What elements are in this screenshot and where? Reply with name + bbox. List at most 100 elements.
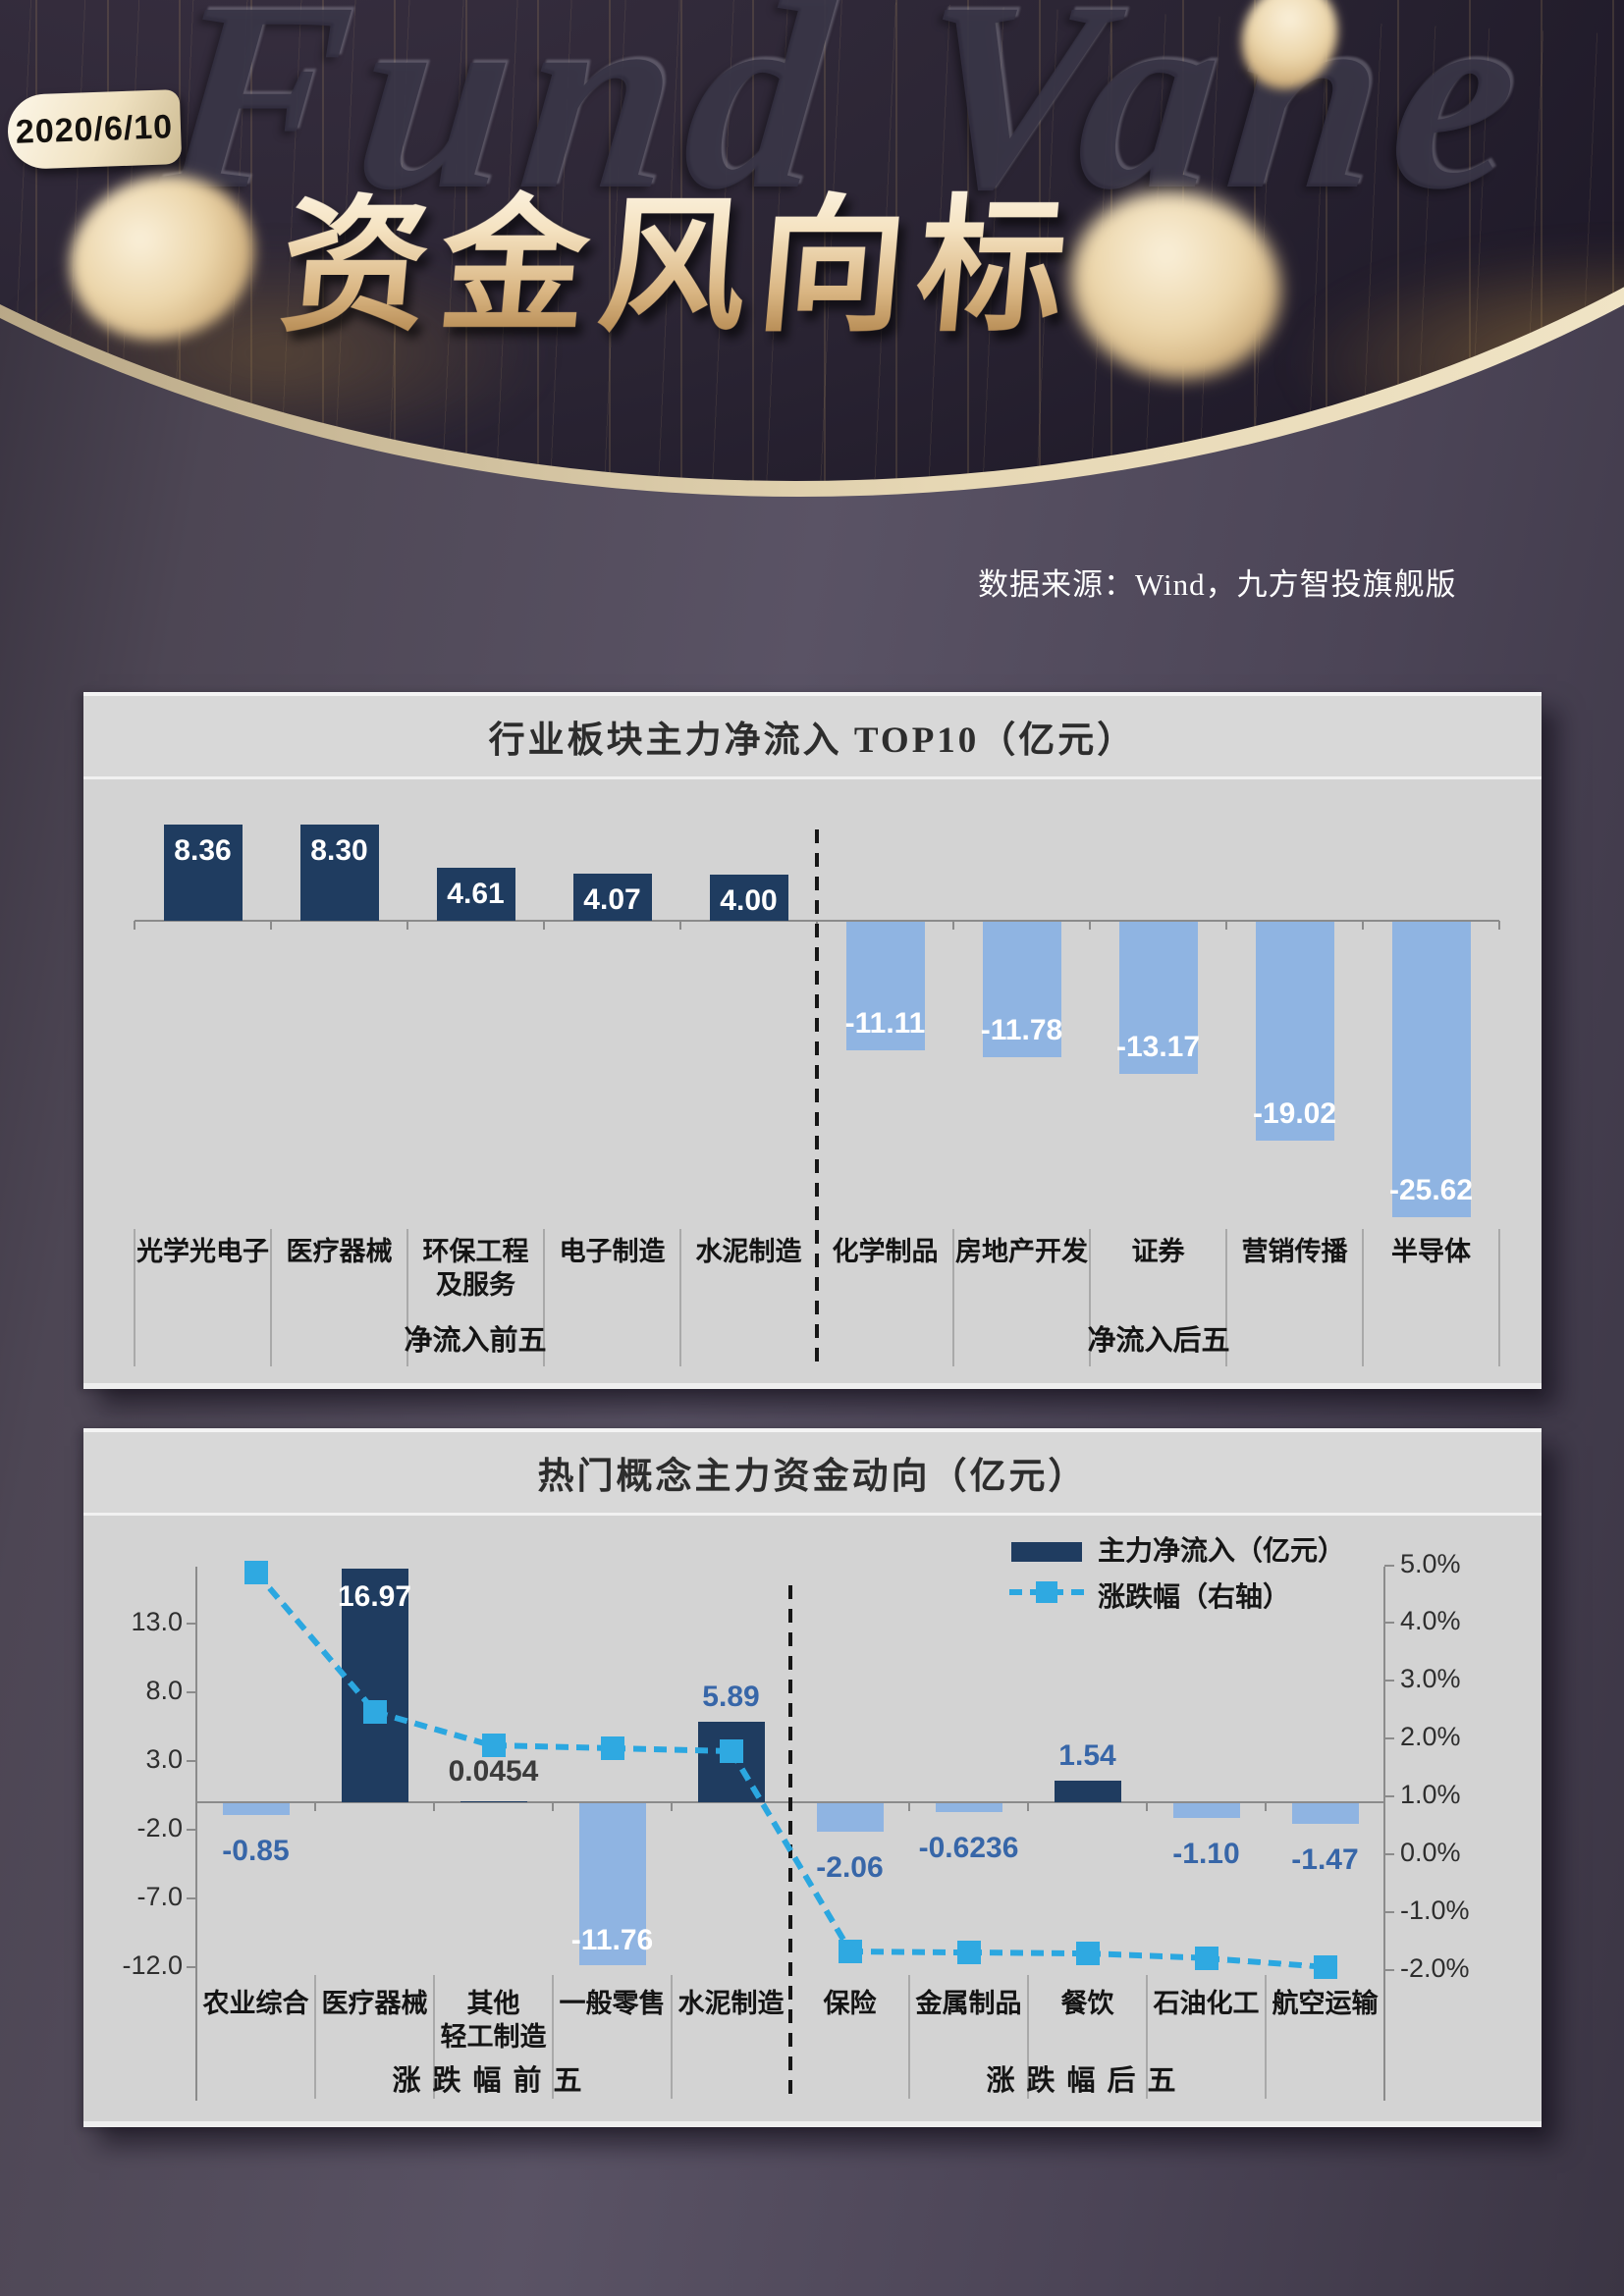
legend-bar-swatch (1011, 1542, 1082, 1562)
chart1-axis-tick (543, 921, 545, 930)
chart1-category-separator (543, 1229, 545, 1366)
chart2-right-axis-tickmark (1384, 1737, 1394, 1740)
chart2-line-marker-icon (481, 1734, 506, 1758)
chart2-right-axis-tickmark (1384, 1622, 1394, 1625)
chart1-axis-tick (134, 921, 135, 930)
chart2-left-axis-label: -12.0 (122, 1950, 183, 1980)
chart2-bar-value-label: 5.89 (702, 1680, 760, 1713)
chart1-group-label-left: 净流入前五 (404, 1325, 547, 1357)
chart1-category-label: 光学光电子 (136, 1237, 269, 1266)
chart1-bar-value-label: -13.17 (1115, 1030, 1201, 1063)
header-banner: Fund Vane 资金风向标 2020/6/10 (0, 0, 1624, 530)
chart1-bar-value-label: 8.36 (174, 833, 232, 867)
chart1-bar-value-label: 8.30 (310, 834, 368, 868)
chart1-bar-value-label: -25.62 (1388, 1174, 1474, 1207)
hot-concept-card: 热门概念主力资金动向（亿元） (83, 1428, 1542, 2127)
chart2-bar-value-label: 16.97 (337, 1580, 412, 1614)
chart2-bar-其他轻工制造 (460, 1801, 527, 1802)
chart1-category-label: 医疗器械 (286, 1237, 393, 1266)
chart2-category-label: 餐饮 (1060, 1989, 1114, 2018)
chart2-left-axis-label: 8.0 (145, 1676, 183, 1705)
chart2-left-axis-tickmark (187, 1623, 196, 1625)
chart2-bar-航空运输 (1291, 1803, 1359, 1824)
chart1-axis-tick (679, 921, 681, 930)
chart2-right-axis-label: 0.0% (1400, 1838, 1461, 1867)
chart2-category-label: 金属制品 (915, 1989, 1022, 2018)
chart2-category-separator (1146, 1975, 1148, 2099)
chart2-axis-tick (1027, 1802, 1029, 1811)
chart2-category-separator (314, 1975, 316, 2099)
chart2-category-label: 石油化工 (1153, 1989, 1260, 2018)
chart1-bar-value-label: 4.00 (720, 884, 778, 917)
chart2-left-axis-tickmark (187, 1897, 196, 1899)
chart2-bar-value-label: 1.54 (1058, 1739, 1116, 1773)
chart2-line-marker-icon (1313, 1954, 1337, 1979)
chart2-right-axis-label: 5.0% (1400, 1548, 1461, 1578)
chart2-right-axis (1383, 1567, 1385, 2101)
chart1-category-separator (1225, 1229, 1227, 1366)
chart1-category-label: 营销传播 (1241, 1237, 1348, 1266)
chart2-axis-tick (552, 1802, 554, 1811)
chart2-right-axis-label: 1.0% (1400, 1780, 1461, 1810)
chart1-category-separator (679, 1229, 681, 1366)
chart2-left-axis-tickmark (187, 1691, 196, 1693)
chart2-bar-value-label: -0.6236 (918, 1831, 1019, 1864)
chart2-left-axis-label: -2.0 (136, 1813, 183, 1842)
chart2-right-axis-label: 4.0% (1400, 1606, 1461, 1636)
chart1-bar-营销传播 (1255, 922, 1334, 1142)
page-title: 资金风向标 (274, 147, 1088, 360)
chart1-bar-value-label: 4.61 (447, 877, 505, 910)
legend-line-marker-icon (1036, 1581, 1057, 1603)
chart2-category-label: 其他 轻工制造 (440, 1989, 547, 2052)
chart1-category-label: 房地产开发 (955, 1237, 1088, 1266)
chart1-bar-value-label: -11.11 (844, 1006, 926, 1040)
chart2-category-label: 航空运输 (1272, 1989, 1379, 2018)
chart2-category-label: 保险 (823, 1989, 877, 2018)
chart1-category-separator (1362, 1229, 1364, 1366)
chart1-category-separator (134, 1229, 135, 1366)
chart1-bar-电子制造 (572, 874, 652, 921)
chart1-category-separator (1498, 1229, 1500, 1366)
data-source-note: 数据来源：Wind，九方智投旗舰版 (978, 567, 1457, 602)
chart2-axis-tick (314, 1802, 316, 1811)
chart2-bar-金属制品 (935, 1803, 1002, 1812)
chart2-left-axis-tickmark (187, 1760, 196, 1762)
chart1-group-label-right: 净流入后五 (1087, 1325, 1230, 1357)
chart2-axis-tick (1265, 1802, 1267, 1811)
chart2-bar-餐饮 (1054, 1781, 1121, 1802)
chart1-axis-tick (1362, 921, 1364, 930)
chart2-right-axis-label: -2.0% (1400, 1952, 1470, 1983)
chart2-group-label-left: 涨跌幅前五 (392, 2065, 594, 2097)
chart2-bar-value-label: -11.76 (570, 1923, 654, 1956)
chart2-bar-value-label: -2.06 (816, 1850, 884, 1884)
chart2-category-label: 一般零售 (559, 1989, 666, 2018)
chart1-category-label: 电子制造 (559, 1237, 666, 1266)
chart1-bar-value-label: -11.78 (980, 1014, 1063, 1047)
chart2-line-marker-icon (244, 1560, 268, 1584)
chart2-category-label: 医疗器械 (321, 1989, 428, 2018)
chart1-category-label: 水泥制造 (695, 1237, 802, 1266)
chart1-bar-半导体 (1391, 922, 1471, 1218)
chart2-right-axis-tickmark (1384, 1564, 1394, 1567)
chart1-bar-化学制品 (845, 922, 925, 1050)
chart2-bar-value-label: -0.85 (222, 1834, 290, 1867)
chart1-half-divider (815, 829, 819, 1366)
chart2-bar-石油化工 (1172, 1803, 1240, 1819)
chart2-axis-tick (433, 1802, 435, 1811)
chart2-category-separator (671, 1975, 673, 2099)
chart1-bar-证券 (1118, 922, 1198, 1074)
chart2-category-separator (552, 1975, 554, 2099)
chart2-category-label: 水泥制造 (677, 1989, 785, 2018)
chart1-bar-value-label: -19.02 (1252, 1097, 1337, 1131)
chart1-axis-tick (1089, 921, 1091, 930)
chart1-category-label: 半导体 (1391, 1237, 1471, 1266)
chart1-category-label: 环保工程 及服务 (422, 1237, 529, 1300)
chart1-category-label: 化学制品 (832, 1237, 939, 1266)
chart1-axis-tick (270, 921, 272, 930)
chart2-axis-tick (1383, 1802, 1385, 1811)
chart2-right-axis-tickmark (1384, 1910, 1394, 1913)
legend-bar-label: 主力净流入（亿元） (1098, 1536, 1346, 1567)
chart2-right-axis-tickmark (1384, 1968, 1394, 1971)
chart2-line-marker-icon (838, 1939, 862, 1963)
